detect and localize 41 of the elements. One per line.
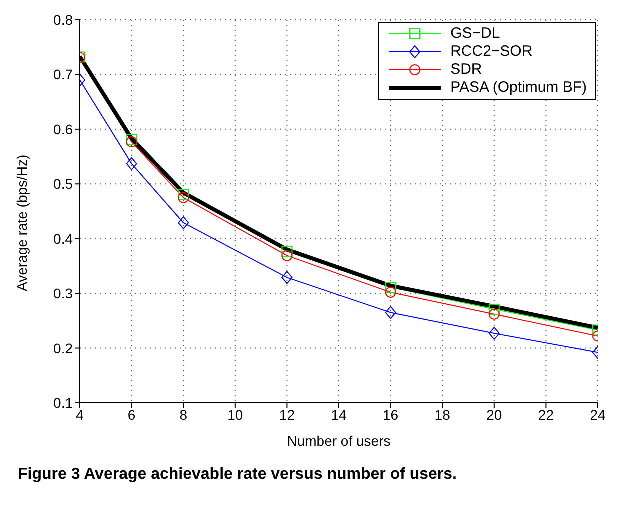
point xyxy=(385,286,396,298)
legend-label: PASA (Optimum BF) xyxy=(450,79,587,97)
y-tick-label: 0.1 xyxy=(54,394,74,411)
point xyxy=(178,189,190,200)
point xyxy=(385,306,396,320)
point xyxy=(178,216,190,230)
point xyxy=(178,192,190,204)
y-tick-label: 0.3 xyxy=(54,286,74,302)
x-tick-label: 12 xyxy=(279,406,296,423)
y-tick-label: 0.8 xyxy=(54,12,74,28)
point xyxy=(126,157,138,170)
legend-label: SDR xyxy=(450,61,482,79)
y-tick-label: 0.4 xyxy=(54,230,74,247)
x-tick-label: 4 xyxy=(76,406,84,423)
point xyxy=(488,308,500,320)
x-axis-title: Number of users xyxy=(287,433,391,449)
x-tick-label: 22 xyxy=(538,406,554,423)
point xyxy=(126,134,138,146)
point xyxy=(126,136,138,148)
x-tick-label: 10 xyxy=(228,406,244,423)
y-tick-label: 0.7 xyxy=(54,66,74,83)
y-axis-title: Average rate (bps/Hz) xyxy=(14,154,30,292)
point xyxy=(488,304,500,315)
point xyxy=(282,246,293,257)
y-tick-label: 0.2 xyxy=(54,340,74,356)
point xyxy=(282,271,293,284)
x-tick-label: 20 xyxy=(486,406,502,423)
x-tick-label: 8 xyxy=(180,406,188,423)
legend-label: GS−DL xyxy=(450,25,500,43)
y-tick-label: 0.6 xyxy=(54,121,74,138)
legend-label: RCC2−SOR xyxy=(450,43,533,61)
x-tick-label: 24 xyxy=(590,406,606,423)
caption: Figure 3 Average achievable rate versus number of users. xyxy=(18,466,458,484)
x-tick-label: 18 xyxy=(434,406,451,423)
point xyxy=(385,282,396,294)
x-tick-label: 16 xyxy=(383,406,399,423)
x-tick-label: 6 xyxy=(128,406,136,423)
point xyxy=(282,250,293,262)
x-tick-label: 14 xyxy=(331,406,347,423)
y-tick-label: 0.5 xyxy=(54,176,74,192)
point xyxy=(488,327,500,340)
